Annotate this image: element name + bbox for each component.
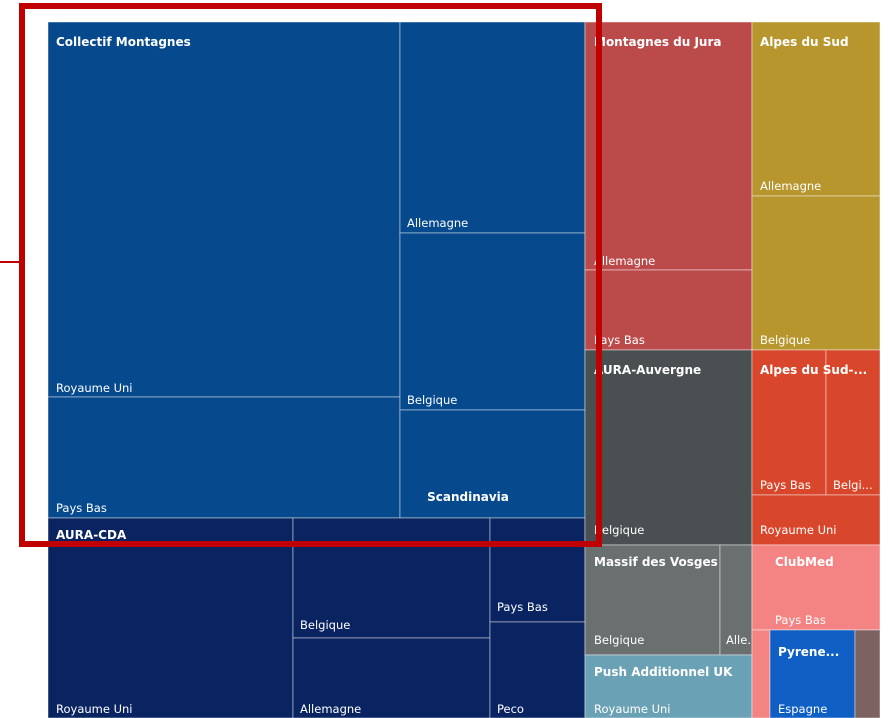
cell-label: Alle... bbox=[726, 633, 758, 647]
highlight-box bbox=[19, 3, 602, 547]
cell-label: Espagne bbox=[778, 702, 827, 716]
group-title: Push Additionnel UK bbox=[594, 665, 733, 679]
group-title: ClubMed bbox=[775, 555, 834, 569]
cell-label: Pays Bas bbox=[594, 333, 645, 347]
cell-label: Pays Bas bbox=[760, 478, 811, 492]
cell[interactable] bbox=[399, 21, 586, 234]
cell-label: Royaume Uni bbox=[594, 702, 671, 716]
cell-label: Pays Bas bbox=[497, 600, 548, 614]
cell[interactable] bbox=[751, 21, 881, 197]
cell[interactable] bbox=[751, 494, 881, 546]
cell[interactable] bbox=[584, 349, 753, 546]
cell[interactable] bbox=[751, 195, 881, 351]
cell-label: Royaume Uni bbox=[56, 381, 133, 395]
group-title: AURA-CDA bbox=[56, 528, 127, 542]
group-title: Collectif Montagnes bbox=[56, 35, 191, 49]
group-title: Pyrene... bbox=[778, 645, 839, 659]
cell[interactable] bbox=[47, 396, 401, 519]
cell[interactable] bbox=[584, 544, 721, 656]
cell-label: Scandinavia bbox=[427, 490, 509, 504]
cell[interactable] bbox=[584, 21, 753, 271]
group-title: Massif des Vosges bbox=[594, 555, 718, 569]
cell-label: Belgique bbox=[300, 618, 350, 632]
group-title: AURA-Auvergne bbox=[594, 363, 701, 377]
cell-label: Allemagne bbox=[760, 179, 821, 193]
cell[interactable] bbox=[489, 621, 586, 718]
cell-label: Royaume Uni bbox=[760, 523, 837, 537]
group-title: Alpes du Sud bbox=[760, 35, 849, 49]
cell[interactable] bbox=[399, 409, 586, 519]
cell-label: Allemagne bbox=[407, 216, 468, 230]
cell-label: Belgique bbox=[594, 633, 644, 647]
cell-label: Royaume Uni bbox=[56, 702, 133, 716]
cell-label: Belgi... bbox=[833, 478, 873, 492]
group-title: Montagnes du Jura bbox=[594, 35, 722, 49]
group-title: Alpes du Sud-... bbox=[760, 363, 867, 377]
cell[interactable] bbox=[489, 517, 586, 623]
cell-label: Belgique bbox=[594, 523, 644, 537]
cell[interactable] bbox=[47, 517, 294, 718]
cell-label: Allemagne bbox=[300, 702, 361, 716]
cell[interactable] bbox=[751, 544, 881, 631]
cell-label: Belgique bbox=[407, 393, 457, 407]
cell-label: Allemagne bbox=[594, 254, 655, 268]
cell[interactable] bbox=[719, 544, 753, 656]
cell[interactable] bbox=[854, 629, 881, 718]
cell-label: Peco bbox=[497, 702, 524, 716]
cell-label: Belgique bbox=[760, 333, 810, 347]
cell[interactable] bbox=[751, 629, 771, 718]
cell[interactable] bbox=[292, 637, 491, 718]
cell[interactable] bbox=[47, 21, 401, 398]
cell[interactable] bbox=[751, 349, 827, 496]
cell-label: Pays Bas bbox=[56, 501, 107, 515]
cell[interactable] bbox=[399, 232, 586, 411]
cell-label: Pays Bas bbox=[775, 613, 826, 627]
